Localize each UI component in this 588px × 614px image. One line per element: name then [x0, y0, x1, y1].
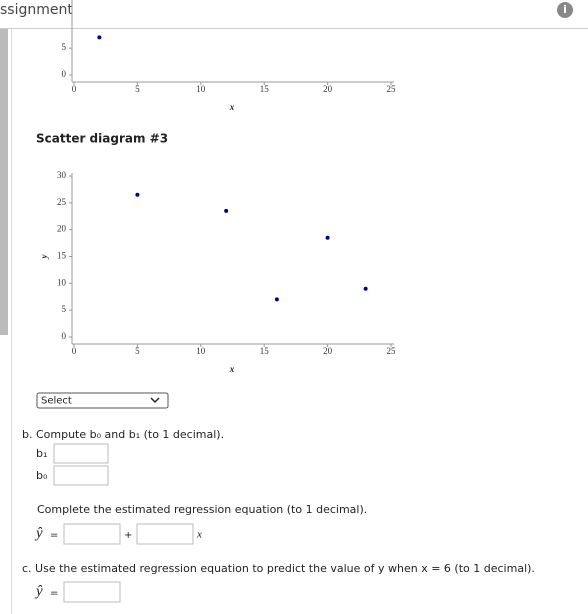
plus: + — [124, 530, 132, 541]
equals: = — [50, 530, 58, 541]
prediction-input[interactable] — [63, 581, 121, 603]
b1-input[interactable] — [53, 443, 109, 464]
y-tick-label: 10 — [57, 277, 67, 287]
scatter-point — [224, 208, 229, 213]
x-axis-label: x — [229, 102, 235, 112]
x-axis-label: x — [229, 364, 235, 374]
y-tick-label: 0 — [62, 69, 67, 79]
b0-label: b₀ — [36, 469, 48, 482]
intercept-input[interactable] — [63, 523, 121, 545]
scatter-point — [135, 192, 140, 197]
b1-label: b₁ — [36, 447, 47, 460]
x-tick-label: 25 — [387, 84, 397, 94]
x-tick-label: 20 — [323, 346, 333, 356]
x-tick-label: 5 — [135, 346, 140, 356]
scatter-point — [274, 297, 279, 302]
y-tick-label: 30 — [57, 170, 67, 180]
part-c: c. Use the estimated regression equation… — [22, 562, 535, 575]
x-tick-label: 15 — [260, 84, 270, 94]
y-tick-label: 15 — [57, 251, 67, 261]
equation-prompt: Complete the estimated regression equati… — [37, 503, 367, 516]
select-label: Select — [41, 396, 72, 407]
y-tick-label: 5 — [62, 42, 67, 52]
x-tick-label: 10 — [196, 84, 206, 94]
y-tick-label: 25 — [57, 197, 67, 207]
x-symbol: x — [196, 529, 202, 541]
x-tick-label: 0 — [72, 84, 77, 94]
scrollbar[interactable] — [0, 29, 8, 335]
top-bar — [0, 0, 588, 28]
x-tick-label: 0 — [72, 346, 77, 356]
y-axis-label: y — [39, 254, 49, 260]
scatter-point — [363, 286, 368, 291]
y-tick-label: 0 — [62, 331, 67, 341]
x-tick-label: 25 — [387, 346, 397, 356]
scatter-point — [325, 235, 330, 240]
info-glyph: i — [563, 3, 567, 16]
b0-input[interactable] — [53, 465, 109, 486]
yhat: ŷ — [34, 583, 43, 599]
slope-input[interactable] — [136, 523, 194, 545]
scatter-point — [97, 35, 102, 40]
chart-title: Scatter diagram #3 — [36, 132, 168, 146]
x-tick-label: 15 — [260, 346, 270, 356]
select-dropdown[interactable] — [36, 392, 169, 409]
select-arrow — [150, 397, 160, 404]
equals: = — [50, 588, 58, 599]
yhat: ŷ — [34, 525, 43, 541]
header-title: ssignment — [0, 2, 73, 18]
y-tick-label: 5 — [62, 304, 67, 314]
x-tick-label: 20 — [323, 84, 333, 94]
info-icon[interactable] — [557, 2, 573, 18]
part-b: b. Compute b₀ and b₁ (to 1 decimal). — [22, 428, 224, 441]
x-tick-label: 5 — [135, 84, 140, 94]
y-tick-label: 20 — [57, 224, 67, 234]
x-tick-label: 10 — [196, 346, 206, 356]
